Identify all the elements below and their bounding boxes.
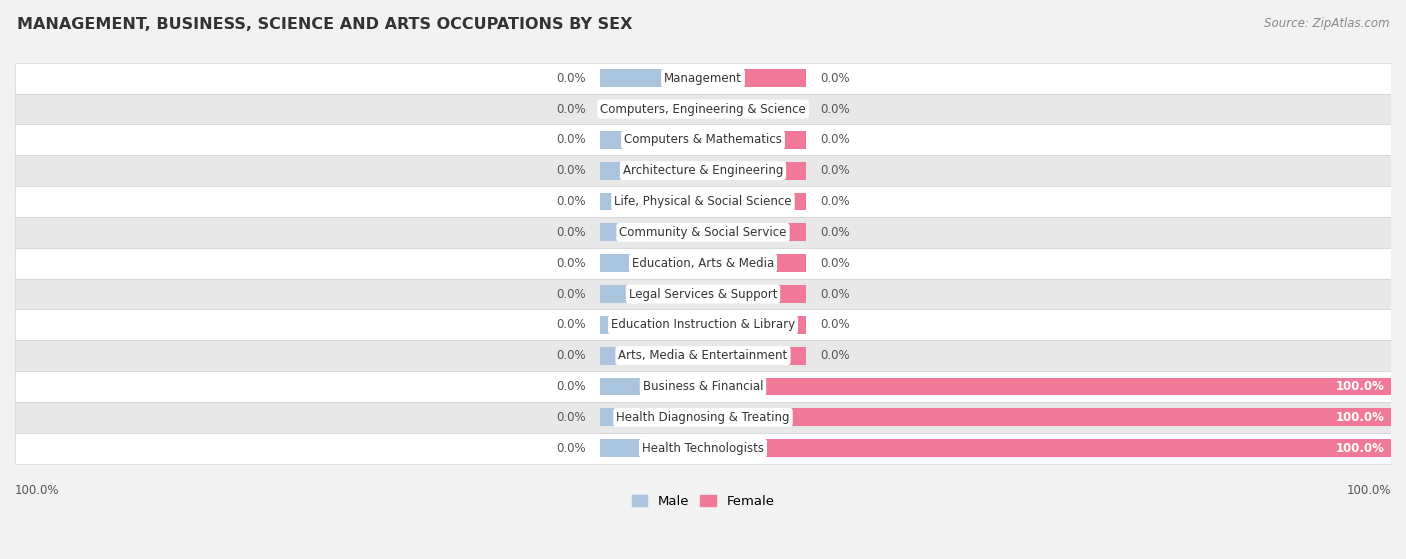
Legend: Male, Female: Male, Female	[626, 490, 780, 513]
Bar	[15, 186, 1391, 217]
Bar	[15, 248, 1391, 278]
Text: Management: Management	[664, 72, 742, 85]
Text: Community & Social Service: Community & Social Service	[619, 226, 787, 239]
Bar	[15, 402, 1391, 433]
Text: 0.0%: 0.0%	[557, 380, 586, 393]
Text: 0.0%: 0.0%	[557, 411, 586, 424]
Bar	[703, 254, 806, 272]
Bar	[600, 224, 703, 241]
Text: 0.0%: 0.0%	[820, 226, 849, 239]
Text: 0.0%: 0.0%	[557, 226, 586, 239]
Text: 100.0%: 100.0%	[1336, 380, 1384, 393]
Text: 0.0%: 0.0%	[820, 134, 849, 146]
Text: 0.0%: 0.0%	[557, 287, 586, 301]
Text: Education, Arts & Media: Education, Arts & Media	[631, 257, 775, 269]
Text: 0.0%: 0.0%	[557, 134, 586, 146]
Text: 0.0%: 0.0%	[820, 164, 849, 177]
Bar	[703, 439, 1391, 457]
Text: 0.0%: 0.0%	[557, 257, 586, 269]
Bar	[15, 371, 1391, 402]
Text: Health Technologists: Health Technologists	[643, 442, 763, 454]
Text: Architecture & Engineering: Architecture & Engineering	[623, 164, 783, 177]
Text: Business & Financial: Business & Financial	[643, 380, 763, 393]
Text: 0.0%: 0.0%	[820, 349, 849, 362]
Text: Health Diagnosing & Treating: Health Diagnosing & Treating	[616, 411, 790, 424]
Text: Education Instruction & Library: Education Instruction & Library	[612, 319, 794, 331]
Text: 100.0%: 100.0%	[1336, 442, 1384, 454]
Text: Arts, Media & Entertainment: Arts, Media & Entertainment	[619, 349, 787, 362]
Bar	[703, 316, 806, 334]
Text: Legal Services & Support: Legal Services & Support	[628, 287, 778, 301]
Text: 0.0%: 0.0%	[557, 195, 586, 208]
Bar	[15, 340, 1391, 371]
Bar	[703, 69, 806, 87]
Bar	[15, 217, 1391, 248]
Bar	[600, 377, 703, 395]
Bar	[600, 69, 703, 87]
Text: Life, Physical & Social Science: Life, Physical & Social Science	[614, 195, 792, 208]
Bar	[703, 347, 806, 364]
Bar	[600, 100, 703, 118]
Bar	[600, 409, 703, 427]
Bar	[703, 131, 806, 149]
Text: Computers & Mathematics: Computers & Mathematics	[624, 134, 782, 146]
Bar	[600, 254, 703, 272]
Bar	[703, 162, 806, 179]
Bar	[15, 125, 1391, 155]
Bar	[703, 193, 806, 211]
Bar	[15, 94, 1391, 125]
Text: Source: ZipAtlas.com: Source: ZipAtlas.com	[1264, 17, 1389, 30]
Text: 0.0%: 0.0%	[557, 72, 586, 85]
Text: 0.0%: 0.0%	[820, 287, 849, 301]
Text: Computers, Engineering & Science: Computers, Engineering & Science	[600, 102, 806, 116]
Bar	[600, 193, 703, 211]
Bar	[703, 409, 1391, 427]
Bar	[600, 285, 703, 303]
Bar	[703, 100, 806, 118]
Text: 100.0%: 100.0%	[1347, 484, 1391, 496]
Bar	[600, 162, 703, 179]
Text: 0.0%: 0.0%	[820, 72, 849, 85]
Text: MANAGEMENT, BUSINESS, SCIENCE AND ARTS OCCUPATIONS BY SEX: MANAGEMENT, BUSINESS, SCIENCE AND ARTS O…	[17, 17, 633, 32]
Bar	[703, 285, 806, 303]
Bar	[600, 131, 703, 149]
Text: 0.0%: 0.0%	[820, 257, 849, 269]
Bar	[600, 316, 703, 334]
Bar	[15, 278, 1391, 310]
Bar	[15, 310, 1391, 340]
Bar	[703, 377, 1391, 395]
Text: 0.0%: 0.0%	[557, 102, 586, 116]
Text: 0.0%: 0.0%	[557, 442, 586, 454]
Text: 0.0%: 0.0%	[557, 319, 586, 331]
Bar	[600, 439, 703, 457]
Bar	[600, 347, 703, 364]
Text: 0.0%: 0.0%	[820, 319, 849, 331]
Text: 100.0%: 100.0%	[15, 484, 59, 496]
Bar	[15, 63, 1391, 94]
Text: 0.0%: 0.0%	[820, 195, 849, 208]
Text: 0.0%: 0.0%	[820, 102, 849, 116]
Text: 100.0%: 100.0%	[1336, 411, 1384, 424]
Bar	[15, 433, 1391, 463]
Text: 0.0%: 0.0%	[557, 349, 586, 362]
Text: 0.0%: 0.0%	[557, 164, 586, 177]
Bar	[703, 224, 806, 241]
Bar	[15, 155, 1391, 186]
